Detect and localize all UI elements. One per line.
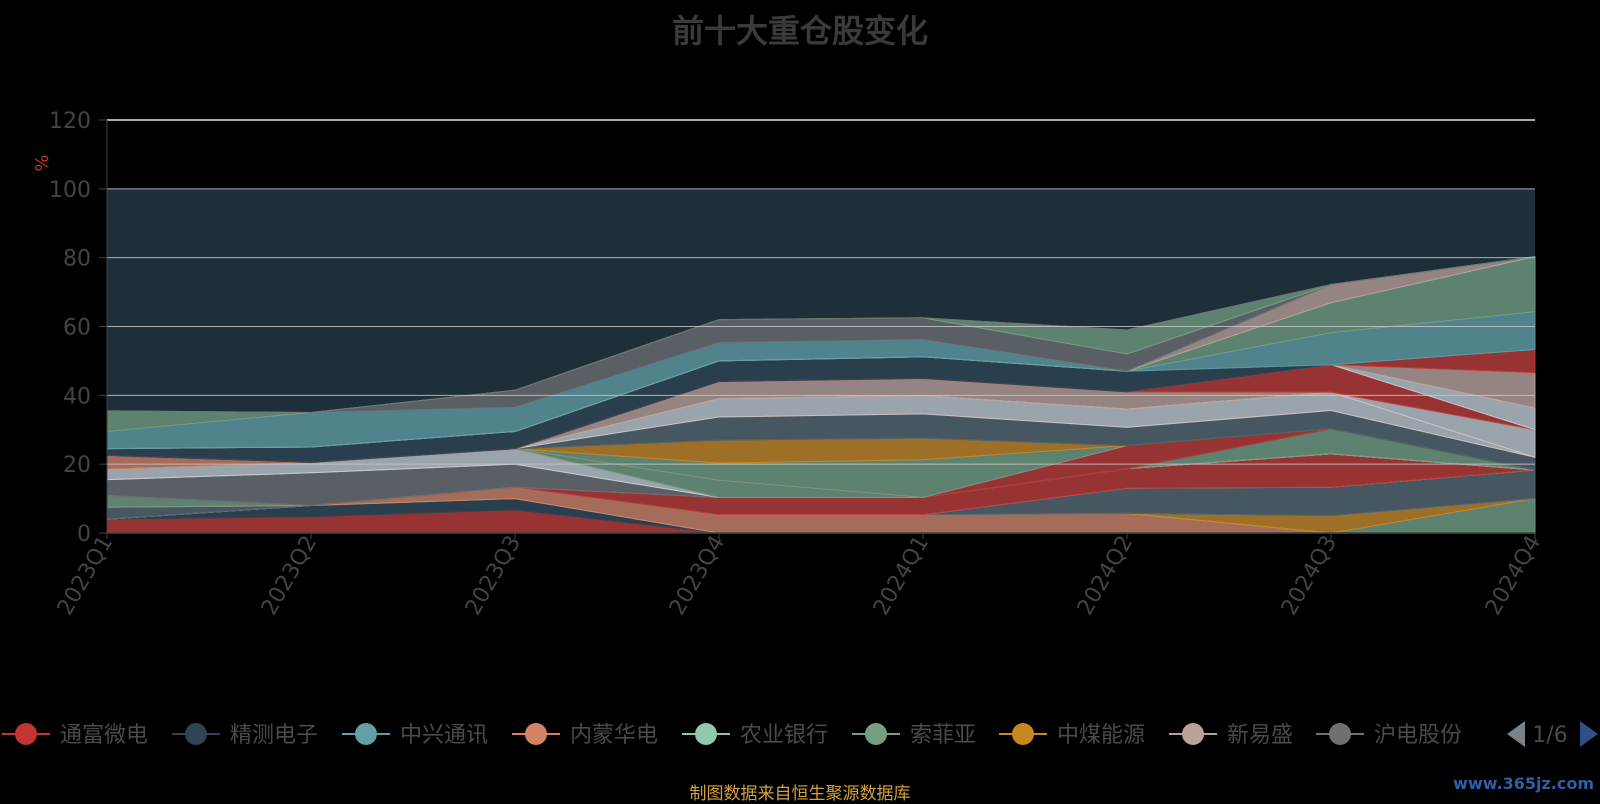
y-tick-label: 120 xyxy=(49,109,91,134)
watermark: www.365jz.com xyxy=(1453,774,1594,793)
legend-marker xyxy=(865,723,887,745)
x-tick-label: 2024Q2 xyxy=(1073,532,1138,620)
legend-label: 沪电股份 xyxy=(1374,723,1462,748)
y-axis-label: % xyxy=(32,154,53,171)
legend-marker xyxy=(355,723,377,745)
legend-label: 新易盛 xyxy=(1227,723,1293,748)
legend: 通富微电 精测电子 中兴通讯 内蒙华电 农业银行 索菲亚 中煤能源 新易盛 沪电股份 xyxy=(2,723,1462,748)
x-tick-label: 2023Q4 xyxy=(665,532,730,620)
legend-item[interactable]: 索菲亚 xyxy=(852,723,976,748)
legend-next-icon[interactable] xyxy=(1580,721,1598,747)
legend-marker xyxy=(185,723,207,745)
y-tick-label: 40 xyxy=(63,384,91,409)
legend-label: 内蒙华电 xyxy=(570,723,658,748)
legend-marker xyxy=(1012,723,1034,745)
legend-item[interactable]: 农业银行 xyxy=(682,723,828,748)
legend-item[interactable]: 中兴通讯 xyxy=(342,723,488,748)
legend-item[interactable]: 通富微电 xyxy=(2,723,148,748)
legend-item[interactable]: 内蒙华电 xyxy=(512,723,658,748)
y-tick-label: 80 xyxy=(63,247,91,272)
x-tick-label: 2023Q3 xyxy=(461,532,526,620)
legend-marker xyxy=(1329,723,1351,745)
legend-marker xyxy=(695,723,717,745)
source-note: 制图数据来自恒生聚源数据库 xyxy=(689,784,911,804)
y-tick-label: 100 xyxy=(49,178,91,203)
legend-item[interactable]: 中煤能源 xyxy=(999,723,1145,748)
legend-label: 农业银行 xyxy=(740,723,828,748)
legend-marker xyxy=(525,723,547,745)
legend-prev-icon[interactable] xyxy=(1507,721,1525,747)
legend-label: 索菲亚 xyxy=(910,723,976,748)
legend-item[interactable]: 沪电股份 xyxy=(1316,723,1462,748)
legend-marker xyxy=(15,723,37,745)
legend-item[interactable]: 新易盛 xyxy=(1169,723,1293,748)
x-tick-label: 2024Q1 xyxy=(869,532,934,620)
legend-marker xyxy=(1182,723,1204,745)
legend-label: 中煤能源 xyxy=(1057,723,1145,748)
y-tick-label: 20 xyxy=(63,453,91,478)
legend-item[interactable]: 精测电子 xyxy=(172,723,318,748)
legend-label: 通富微电 xyxy=(60,723,148,748)
y-tick-label: 60 xyxy=(63,316,91,341)
x-tick-label: 2023Q2 xyxy=(257,532,322,620)
x-tick-label: 2024Q3 xyxy=(1277,532,1342,620)
y-tick-label: 0 xyxy=(77,522,91,547)
x-tick-label: 2024Q4 xyxy=(1481,532,1546,620)
legend-label: 中兴通讯 xyxy=(400,723,488,748)
chart-title: 前十大重仓股变化 xyxy=(671,12,928,50)
legend-label: 精测电子 xyxy=(230,723,318,748)
legend-page-indicator: 1/6 xyxy=(1532,723,1567,748)
